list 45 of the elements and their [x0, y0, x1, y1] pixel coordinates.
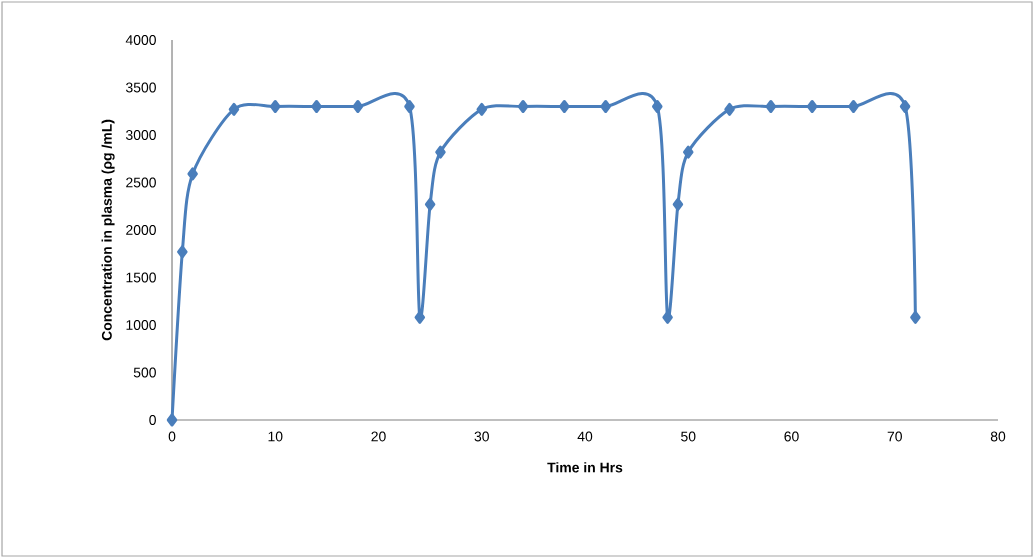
point — [910, 310, 921, 324]
point — [270, 99, 281, 113]
point — [187, 167, 198, 181]
y-tick-label: 0 — [149, 415, 156, 425]
y-tick-label: 2500 — [126, 177, 156, 188]
point — [652, 99, 663, 113]
point — [166, 413, 178, 427]
y-tick-label: 2000 — [126, 225, 156, 235]
y-tick-label: 3000 — [125, 130, 156, 140]
x-tick-label: 30 — [474, 431, 489, 442]
x-tick-label: 40 — [577, 431, 593, 442]
y-tick-label: 1000 — [126, 320, 156, 330]
x-tick-label: 50 — [681, 431, 696, 442]
y-tick-label: 1500 — [126, 272, 156, 283]
y-tick-label: 500 — [133, 367, 156, 378]
point — [662, 310, 673, 324]
x-tick-label: 80 — [990, 431, 1006, 442]
point — [424, 197, 436, 211]
point — [600, 99, 611, 113]
point — [476, 102, 488, 116]
point — [435, 145, 446, 159]
x-axis-title: Time in Hrs — [547, 462, 623, 473]
point — [404, 99, 415, 113]
point — [724, 102, 735, 116]
point — [559, 99, 570, 113]
point — [899, 99, 911, 113]
x-tick-label: 0 — [168, 431, 176, 442]
y-axis-title: Concentration in plasma (ρg /mL) — [101, 119, 115, 341]
x-tick-label: 70 — [887, 431, 902, 442]
point — [311, 99, 322, 113]
x-tick-label: 60 — [784, 431, 799, 442]
y-tick-label: 3500 — [125, 82, 156, 93]
point — [806, 99, 818, 113]
point — [672, 197, 684, 211]
y-tick-label: 4000 — [125, 35, 156, 45]
point — [177, 245, 188, 259]
point — [352, 99, 364, 113]
point — [228, 102, 240, 116]
point — [414, 310, 426, 324]
point — [683, 145, 694, 159]
point — [517, 99, 529, 113]
x-tick-label: 20 — [371, 431, 386, 442]
x-tick-label: 10 — [268, 431, 283, 442]
point — [765, 99, 777, 113]
point — [848, 99, 859, 113]
